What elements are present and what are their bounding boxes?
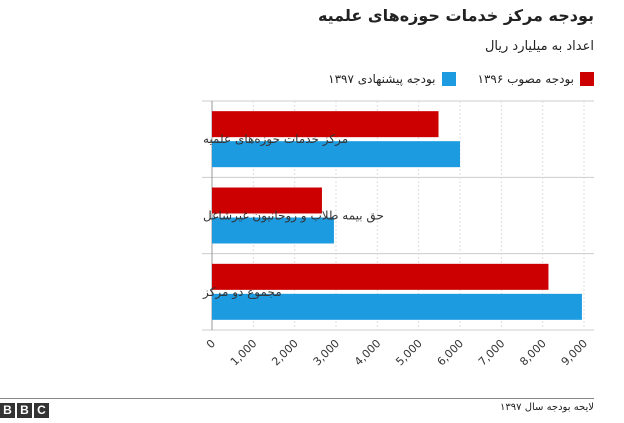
legend-swatch-red (580, 72, 594, 86)
x-tick-label-6: 6,000 (435, 337, 466, 368)
x-tick-label-4: 4,000 (352, 337, 383, 368)
category-label-1: حق بیمه طلاب و روحانیون غیرشاغل (203, 209, 384, 224)
legend-label-approved-1396: بودجه مصوب ۱۳۹۶ (477, 72, 574, 86)
x-tick-label-5: 5,000 (393, 337, 424, 368)
x-tick-label-0: 0 (204, 337, 218, 351)
legend-label-proposed-1397: بودجه پیشنهادی ۱۳۹۷ (328, 72, 436, 86)
chart-subtitle: اعداد به میلیارد ریال (484, 39, 594, 54)
legend-item-approved-1396: بودجه مصوب ۱۳۹۶ (478, 72, 594, 86)
x-tick-label-9: 9,000 (559, 337, 590, 368)
bar-proposed-1397-0 (212, 141, 460, 168)
x-tick-label-1: 1,000 (228, 337, 259, 368)
footer-divider (0, 398, 594, 399)
bar-proposed-1397-1 (212, 217, 334, 244)
legend-item-proposed-1397: بودجه پیشنهادی ۱۳۹۷ (328, 72, 456, 86)
bar-proposed-1397-2 (212, 293, 582, 320)
x-tick-label-2: 2,000 (269, 337, 300, 368)
category-label-0: مرکز خدمات حوزه‌های علمیه (203, 132, 348, 147)
chart-title: بودجه مرکز خدمات حوزه‌های علمیه (317, 6, 594, 25)
x-tick-label-3: 3,000 (311, 337, 342, 368)
legend: بودجه مصوب ۱۳۹۶ بودجه پیشنهادی ۱۳۹۷ (306, 72, 594, 86)
bar-approved-1396-2 (212, 263, 549, 290)
legend-swatch-blue (441, 72, 456, 86)
x-tick-label-7: 7,000 (476, 337, 507, 368)
category-label-2: مجموع دو مرکز (202, 285, 282, 300)
source-note: لایحه بودجه سال ۱۳۹۷ (500, 402, 594, 413)
bar-approved-1396-0 (212, 111, 439, 138)
bar-chart: مرکز خدمات حوزه‌های علمیه حق بیمه طلاب و … (202, 100, 594, 368)
bar-approved-1396-1 (212, 187, 322, 214)
x-tick-label-8: 8,000 (517, 337, 548, 368)
